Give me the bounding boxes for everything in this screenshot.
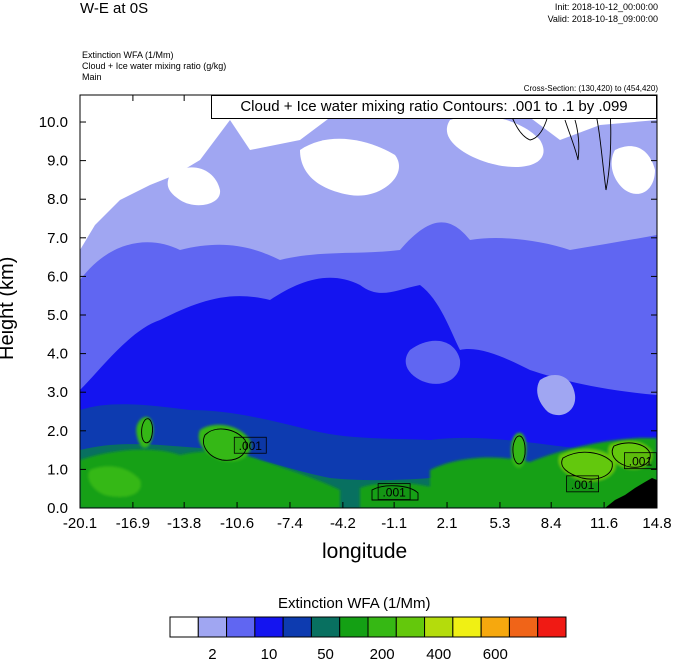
- colorbar-label: 50: [317, 646, 334, 663]
- y-tick-label: 4.0: [47, 346, 68, 363]
- contour-line-d: [561, 451, 613, 480]
- init-time: Init: 2018-10-12_00:00:00: [554, 2, 658, 12]
- colorbar-swatch: [197, 616, 228, 638]
- x-tick-label: -20.1: [63, 515, 97, 532]
- colorbar-label: 2: [208, 646, 216, 663]
- field-line-mixing-ratio: Cloud + Ice water mixing ratio (g/kg): [82, 61, 227, 71]
- shading-level-white-patch-d: [611, 146, 655, 194]
- contour-label-box: [624, 452, 657, 470]
- y-axis-label: Height (km): [0, 256, 18, 360]
- shading-level-white-patch-c: [167, 167, 221, 206]
- colorbar-swatch: [537, 616, 567, 638]
- y-tick-label: 9.0: [47, 153, 68, 170]
- x-tick-label: -1.1: [381, 515, 407, 532]
- colorbar-swatch: [480, 616, 510, 638]
- shading-level-green-a: [80, 449, 340, 508]
- contour-label: .001: [571, 478, 595, 492]
- shading-level-white-patch-a: [300, 138, 399, 196]
- colorbar-swatch: [226, 616, 256, 638]
- shading-level-medium-hole-a: [405, 340, 461, 384]
- colorbar-swatch: [452, 616, 482, 638]
- colorbar-label: 200: [370, 646, 395, 663]
- colorbar-swatch: [282, 616, 312, 638]
- x-tick-label: 14.8: [642, 515, 671, 532]
- colorbar-swatch: [310, 616, 341, 638]
- contour-label-box: [233, 436, 267, 454]
- x-tick-label: 8.4: [541, 515, 562, 532]
- heatmap-field: .001 .001 .001 .001: [80, 95, 657, 508]
- y-tick-label: 7.0: [47, 230, 68, 247]
- shading-level-green-h: [608, 440, 653, 470]
- x-tick-label: -10.6: [220, 515, 254, 532]
- y-axis-ticks: 0.0 1.0 2.0 3.0 4.0 5.0 6.0 7.0 8.0 9.0 10.0: [39, 114, 657, 517]
- contour-line-h: [594, 109, 612, 191]
- x-axis-ticks: -20.1 -16.9 -13.8 -10.6 -7.4 -4.2 -1.1 2.1 5.3 8.…: [63, 95, 672, 532]
- x-tick-label: 2.1: [437, 515, 458, 532]
- colorbar-swatch: [508, 616, 539, 638]
- y-tick-label: 6.0: [47, 268, 68, 285]
- contour-line-b: [141, 418, 153, 444]
- colorbar-swatch: [339, 616, 369, 638]
- colorbar-swatch: [169, 616, 199, 638]
- shading-level-green-group: [80, 416, 657, 508]
- x-tick-label: 11.6: [590, 515, 618, 532]
- contour-line-e: [611, 442, 651, 468]
- colorbar-swatch: [395, 616, 426, 638]
- colorbar: 2 10 50 200 400 600: [169, 616, 567, 663]
- y-tick-label: 2.0: [47, 423, 68, 440]
- shading-level-green-d: [88, 466, 141, 497]
- contour-label-group: .001 .001 .001 .001: [233, 436, 657, 500]
- y-tick-label: 1.0: [47, 461, 68, 478]
- colorbar-swatch: [254, 616, 284, 638]
- shading-level-white-patch-b: [446, 115, 544, 168]
- contour-label: .001: [382, 486, 406, 500]
- contour-label-box: [377, 483, 411, 500]
- contour-legend-box: Cloud + Ice water mixing ratio Contours:…: [211, 95, 657, 119]
- x-tick-label: -4.2: [330, 515, 356, 532]
- x-tick-label: 5.3: [490, 515, 511, 532]
- colorbar-label: 600: [483, 646, 508, 663]
- terrain-mask: [605, 478, 657, 508]
- valid-time: Valid: 2018-10-18_09:00:00: [547, 14, 658, 24]
- shading-level-green-e: [360, 482, 440, 508]
- colorbar-label: 400: [426, 646, 451, 663]
- y-tick-label: 5.0: [47, 307, 68, 324]
- y-tick-label: 8.0: [47, 191, 68, 208]
- contour-line-f: [512, 435, 526, 465]
- x-axis-label: longitude: [322, 540, 408, 563]
- shading-level-light-hole-a: [537, 375, 576, 416]
- contour-line-a: [203, 428, 247, 461]
- colorbar-label: 10: [261, 646, 278, 663]
- shading-level-green-c: [136, 416, 154, 448]
- shading-level-green-g: [558, 448, 616, 482]
- colorbar-title: Extinction WFA (1/Mm): [278, 595, 431, 612]
- x-tick-label: -13.8: [167, 515, 201, 532]
- plot-title: W-E at 0S: [80, 0, 149, 17]
- y-tick-label: 3.0: [47, 384, 68, 401]
- colorbar-swatch: [367, 616, 397, 638]
- contour-label: .001: [239, 439, 263, 453]
- contour-line-i: [564, 119, 580, 161]
- contour-label-box: [566, 475, 600, 493]
- x-tick-label: -7.4: [277, 515, 303, 532]
- cross-section-label: Cross-Section: (130,420) to (454,420): [523, 84, 658, 93]
- contour-label: .001: [629, 455, 653, 469]
- y-tick-label: 0.0: [47, 500, 68, 517]
- colorbar-swatch: [424, 616, 454, 638]
- y-tick-label: 10.0: [39, 114, 68, 131]
- field-line-main: Main: [82, 72, 102, 82]
- field-line-extinction: Extinction WFA (1/Mm): [82, 50, 174, 60]
- x-tick-label: -16.9: [116, 515, 150, 532]
